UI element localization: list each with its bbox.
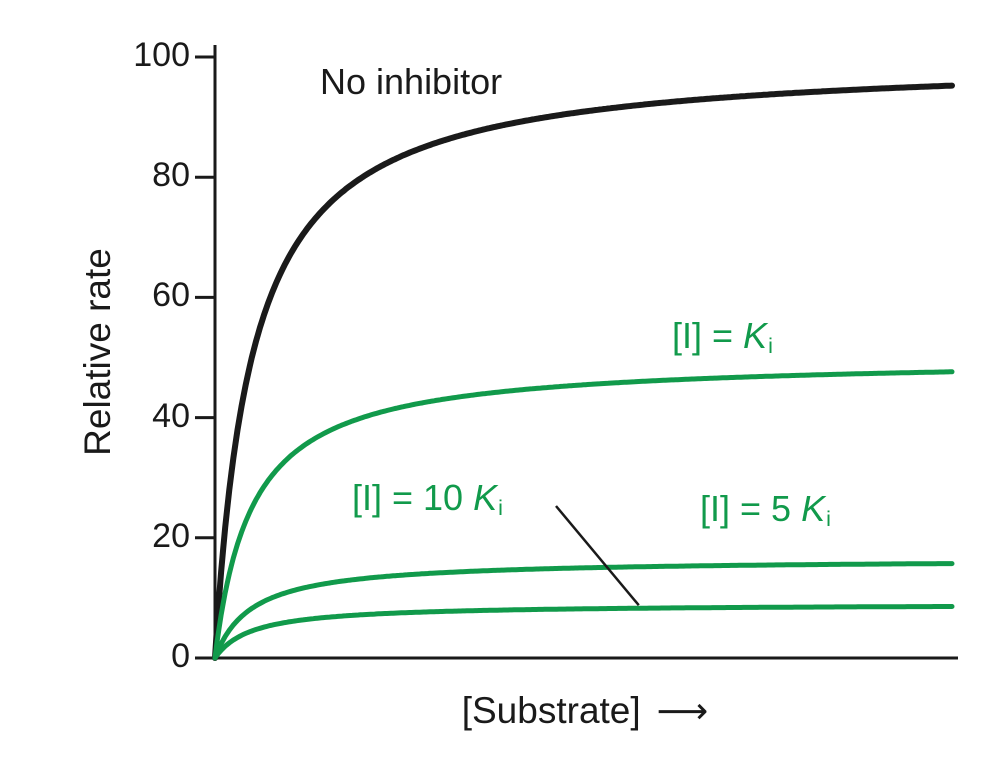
x-axis-title: [Substrate] ⟶ <box>462 690 709 732</box>
curve-i-5-ki <box>212 561 955 661</box>
curve-i-10-ki <box>212 604 955 661</box>
label-5ki-prefix: [I] = 5 <box>700 488 802 529</box>
label-10ki-prefix: [I] = 10 <box>352 477 474 518</box>
y-tick-label-40: 40 <box>152 396 190 435</box>
label-ki-symbol: K <box>743 315 768 356</box>
label-inhibitor-equals-10ki: [I] = 10 Ki <box>352 477 503 520</box>
curve-i-ki <box>212 369 955 661</box>
label-5ki-symbol: K <box>801 488 826 529</box>
label-no-inhibitor: No inhibitor <box>320 62 502 102</box>
label-ki-subscript: i <box>768 332 773 358</box>
label-ki-prefix: [I] = <box>672 315 744 356</box>
y-axis-title: Relative rate <box>77 248 119 456</box>
y-axis-title-text: Relative rate <box>77 248 118 456</box>
y-tick-label-60: 60 <box>152 276 190 315</box>
right-arrow-icon: ⟶ <box>656 690 709 731</box>
x-axis-title-text: [Substrate] <box>461 690 641 731</box>
label-no-inhibitor-text: No inhibitor <box>320 61 503 102</box>
y-tick-label-80: 80 <box>152 156 190 195</box>
label-inhibitor-equals-ki: [I] = Ki <box>672 315 773 358</box>
y-tick-label-100: 100 <box>133 35 190 74</box>
label-inhibitor-equals-5ki: [I] = 5 Ki <box>700 488 831 531</box>
label-10ki-subscript: i <box>498 494 503 520</box>
callout-line-10ki <box>555 505 640 607</box>
label-5ki-subscript: i <box>826 505 831 531</box>
curve-no-inhibitor <box>212 82 955 661</box>
y-tick-label-0: 0 <box>171 636 190 675</box>
label-10ki-symbol: K <box>473 477 498 518</box>
y-tick-label-20: 20 <box>152 516 190 555</box>
